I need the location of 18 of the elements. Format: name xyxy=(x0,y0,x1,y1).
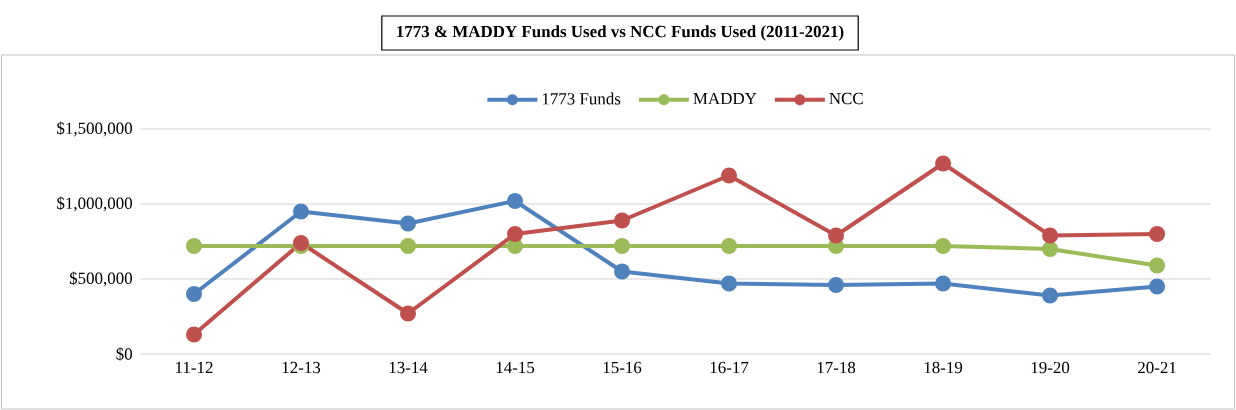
x-tick-label: 14-15 xyxy=(496,361,535,374)
x-tick-label: 15-16 xyxy=(603,361,642,374)
x-tick-label: 17-18 xyxy=(817,361,856,374)
x-tick-label: 20-21 xyxy=(1138,361,1176,374)
x-tick-label: 18-19 xyxy=(924,361,963,374)
y-tick-label: $0 xyxy=(116,347,133,361)
x-tick-label: 19-20 xyxy=(1031,361,1070,374)
x-tick-label: 13-14 xyxy=(389,361,428,374)
legend-label: 1773 Funds xyxy=(542,92,621,105)
y-tick-label: $500,000 xyxy=(69,271,133,287)
x-tick-label: 11-12 xyxy=(176,361,213,374)
y-tick-label: $1,000,000 xyxy=(57,196,133,212)
legend-label: NCC xyxy=(829,92,863,105)
x-tick-label: 12-13 xyxy=(282,361,321,374)
chart-title: 1773 & MADDY Funds Used vs NCC Funds Used (2011-2021) xyxy=(397,25,844,41)
y-tick-label: $1,500,000 xyxy=(57,121,133,137)
legend-label: MADDY xyxy=(693,92,757,105)
x-tick-label: 16-17 xyxy=(710,361,749,374)
